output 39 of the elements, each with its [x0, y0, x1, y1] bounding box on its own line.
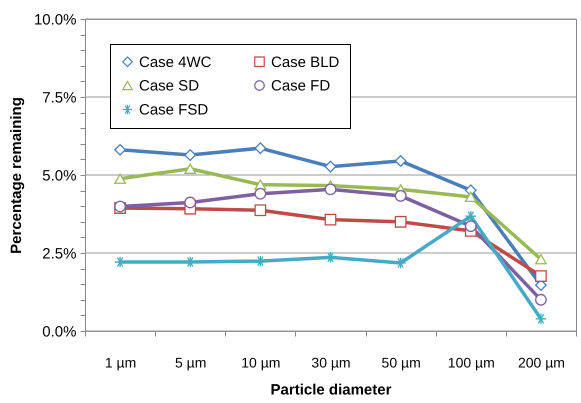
y-tick-label: 5.0%	[42, 168, 76, 184]
point	[464, 220, 477, 232]
x-tick-label: 10 µm	[241, 354, 280, 370]
x-tick-label: 100 µm	[448, 354, 495, 370]
point	[535, 254, 547, 264]
y-tick-label: 2.5%	[42, 246, 76, 262]
point	[184, 164, 196, 174]
point	[324, 183, 336, 196]
point	[184, 149, 196, 161]
point	[254, 142, 266, 154]
point	[324, 160, 336, 172]
point	[254, 204, 266, 216]
point	[324, 214, 336, 226]
point	[535, 312, 547, 325]
point	[254, 188, 266, 200]
x-axis-title: Particle diameter	[270, 382, 392, 398]
x-tick-label: 50 µm	[382, 354, 421, 370]
point	[394, 155, 407, 167]
y-tick-label: 0.0%	[42, 324, 76, 340]
x-tick-label: 5 µm	[175, 354, 206, 370]
x-tick-label: 200 µm	[518, 354, 565, 370]
legend-label: Case FSD	[139, 102, 208, 118]
x-tick-label: 30 µm	[311, 354, 351, 370]
point	[535, 294, 547, 306]
y-tick-label: 10.0%	[34, 12, 76, 28]
legend-label: Case SD	[139, 78, 200, 94]
y-axis-title: Percentage remaining	[8, 97, 25, 254]
point	[464, 210, 477, 222]
point	[535, 270, 547, 282]
point	[184, 196, 196, 208]
legend-label: Case 4WC	[139, 54, 212, 71]
legend-label: Case FD	[271, 78, 330, 94]
legend-label: Case BLD	[271, 54, 340, 71]
point	[114, 144, 126, 156]
y-tick-label: 7.5%	[42, 90, 76, 106]
point	[394, 190, 407, 202]
x-tick-label: 1 µm	[104, 354, 136, 370]
point	[394, 216, 407, 228]
point	[114, 174, 126, 184]
